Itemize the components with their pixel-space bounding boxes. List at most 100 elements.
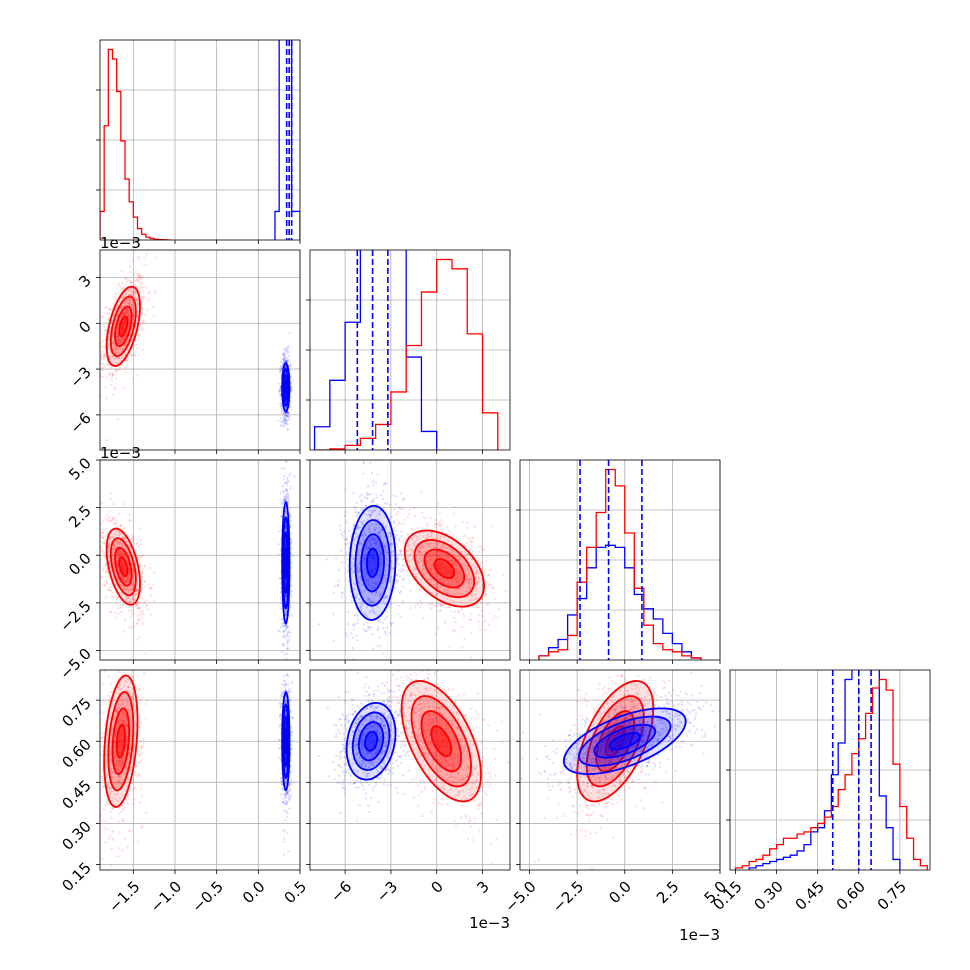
sample-point — [465, 590, 468, 593]
sample-point — [100, 361, 102, 364]
sample-point — [105, 580, 108, 584]
sample-point — [357, 580, 360, 583]
sample-point — [398, 549, 401, 552]
sample-point — [283, 499, 287, 502]
sample-point — [486, 661, 488, 663]
sample-point — [137, 303, 140, 306]
sample-point — [366, 485, 370, 488]
sample-point — [277, 419, 280, 423]
sample-point — [381, 529, 384, 532]
sample-point — [147, 291, 150, 295]
sample-point — [120, 552, 124, 555]
sample-point — [442, 565, 446, 568]
sample-point — [366, 626, 370, 629]
sample-point — [137, 274, 140, 277]
sample-point — [131, 612, 134, 615]
sample-point — [384, 596, 387, 599]
sample-point — [143, 580, 146, 583]
sample-point — [121, 312, 124, 315]
sample-point — [466, 569, 470, 572]
sample-point — [131, 290, 134, 293]
sample-point — [118, 533, 121, 536]
sample-point — [136, 588, 139, 592]
sample-point — [109, 569, 113, 572]
sample-point — [115, 376, 118, 380]
sample-point — [123, 537, 126, 540]
sample-point — [127, 289, 130, 292]
sample-point — [460, 607, 464, 611]
sample-point — [426, 524, 429, 527]
sample-point — [290, 547, 293, 550]
sample-point — [128, 315, 132, 318]
sample-point — [112, 393, 115, 396]
sample-point — [439, 609, 443, 612]
sample-point — [363, 558, 366, 562]
sample-point — [149, 587, 152, 590]
sample-point — [100, 813, 102, 817]
sample-point — [125, 722, 128, 726]
sample-point — [126, 596, 129, 600]
sample-point — [125, 313, 128, 316]
sample-point — [117, 549, 120, 553]
sample-point — [350, 568, 353, 571]
sample-point — [457, 559, 461, 562]
sample-point — [289, 381, 293, 385]
sample-point — [131, 307, 134, 311]
sample-point — [135, 589, 138, 593]
sample-point — [284, 657, 288, 660]
sample-point — [453, 629, 456, 632]
sample-point — [391, 543, 394, 546]
sample-point — [139, 543, 143, 547]
sample-point — [285, 652, 289, 656]
sample-point — [419, 590, 422, 593]
sample-point — [122, 818, 125, 821]
sample-point — [439, 585, 443, 588]
sample-point — [450, 559, 453, 562]
sample-point — [365, 606, 368, 609]
sample-point — [408, 508, 412, 511]
blue-contour — [281, 501, 291, 625]
sample-point — [280, 467, 284, 470]
sample-point — [436, 582, 439, 586]
sample-point — [357, 511, 360, 514]
sample-point — [121, 604, 124, 607]
sample-point — [395, 513, 398, 516]
sample-point — [141, 325, 144, 329]
sample-point — [371, 633, 374, 636]
sample-point — [286, 360, 289, 363]
sample-point — [280, 503, 284, 506]
sample-point — [368, 513, 372, 516]
sample-point — [109, 497, 113, 501]
sample-point — [287, 630, 290, 633]
sample-point — [277, 543, 280, 546]
red-contour — [105, 285, 141, 367]
sample-point — [440, 594, 443, 597]
sample-point — [139, 698, 142, 702]
sample-point — [113, 358, 116, 361]
sample-point — [103, 541, 106, 544]
sample-point — [433, 633, 437, 636]
sample-point — [119, 764, 123, 767]
sample-point — [122, 712, 125, 715]
sample-point — [364, 504, 368, 507]
sample-point — [403, 518, 406, 522]
sample-point — [129, 297, 132, 301]
sample-point — [288, 638, 291, 642]
sample-point — [370, 571, 373, 574]
sample-point — [117, 554, 121, 557]
sample-point — [450, 610, 453, 613]
red-contour — [105, 527, 141, 606]
sample-point — [445, 554, 449, 558]
sample-point — [281, 353, 285, 356]
sample-point — [138, 527, 141, 530]
sample-point — [441, 552, 445, 555]
sample-point — [135, 299, 139, 302]
sample-point — [144, 263, 147, 266]
sample-point — [148, 567, 151, 570]
sample-point — [133, 733, 137, 736]
sample-point — [477, 576, 480, 580]
sample-point — [122, 328, 126, 331]
sample-point — [115, 855, 118, 858]
sample-point — [117, 553, 121, 556]
sample-point — [479, 600, 482, 603]
